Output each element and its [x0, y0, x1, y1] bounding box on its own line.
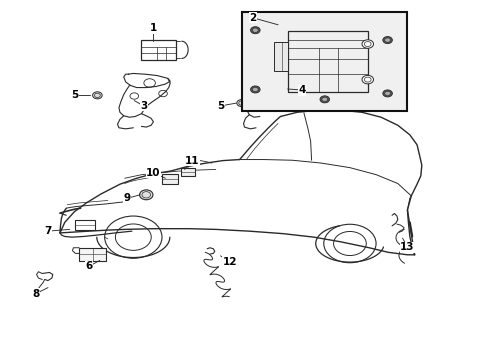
- Bar: [141, 40, 176, 60]
- Text: 2: 2: [248, 13, 256, 23]
- Circle shape: [250, 27, 260, 34]
- Text: 10: 10: [146, 168, 161, 178]
- Circle shape: [382, 37, 391, 44]
- Bar: [288, 31, 367, 93]
- Text: 8: 8: [32, 289, 40, 298]
- Text: 12: 12: [223, 257, 237, 267]
- Bar: [273, 42, 288, 71]
- Circle shape: [319, 96, 329, 103]
- Circle shape: [92, 92, 102, 99]
- Text: 3: 3: [140, 101, 147, 111]
- Circle shape: [361, 75, 373, 84]
- Text: 6: 6: [85, 261, 92, 271]
- Circle shape: [384, 91, 390, 95]
- Circle shape: [252, 28, 258, 32]
- Circle shape: [384, 38, 390, 42]
- Text: 13: 13: [399, 242, 414, 252]
- Circle shape: [250, 86, 260, 93]
- Text: 7: 7: [44, 226, 52, 236]
- Circle shape: [382, 90, 391, 97]
- Bar: [162, 174, 178, 184]
- Bar: [242, 13, 407, 111]
- Circle shape: [321, 97, 327, 102]
- Text: 5: 5: [71, 90, 78, 100]
- Circle shape: [139, 190, 153, 200]
- Text: 11: 11: [184, 156, 199, 166]
- Circle shape: [252, 87, 258, 91]
- Text: 5: 5: [217, 101, 224, 111]
- Bar: [75, 220, 95, 230]
- Bar: [79, 248, 105, 261]
- Bar: [181, 168, 194, 176]
- Text: 4: 4: [298, 85, 305, 95]
- Circle shape: [236, 100, 246, 107]
- Circle shape: [361, 40, 373, 48]
- Text: 9: 9: [123, 193, 130, 203]
- Text: 1: 1: [149, 23, 157, 33]
